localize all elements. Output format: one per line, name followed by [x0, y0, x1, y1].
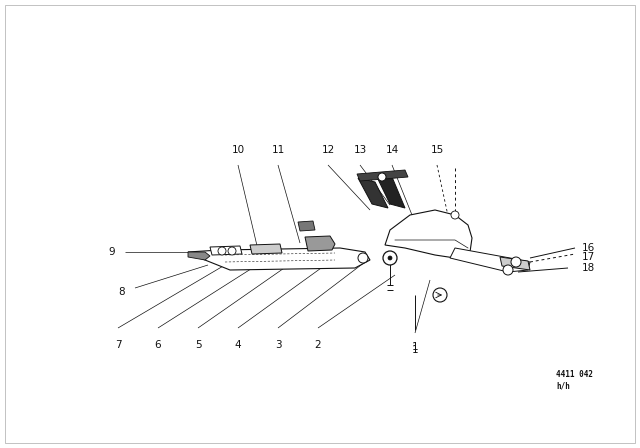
Polygon shape	[385, 210, 472, 258]
Polygon shape	[250, 244, 282, 254]
Text: 4411 042: 4411 042	[556, 370, 593, 379]
Text: 7: 7	[115, 340, 122, 350]
Text: 11: 11	[271, 145, 285, 155]
Circle shape	[511, 257, 521, 267]
Text: 16: 16	[582, 243, 595, 253]
Text: 10: 10	[232, 145, 244, 155]
Text: 8: 8	[118, 287, 125, 297]
Polygon shape	[375, 173, 405, 208]
Polygon shape	[305, 236, 335, 251]
Polygon shape	[450, 248, 530, 272]
Circle shape	[383, 251, 397, 265]
Circle shape	[503, 265, 513, 275]
Circle shape	[378, 173, 386, 181]
Circle shape	[228, 247, 236, 255]
Text: 12: 12	[321, 145, 335, 155]
Text: 14: 14	[385, 145, 399, 155]
Circle shape	[358, 253, 368, 263]
Polygon shape	[358, 178, 388, 208]
Text: 18: 18	[582, 263, 595, 273]
Text: 2: 2	[315, 340, 321, 350]
Circle shape	[433, 288, 447, 302]
Text: 6: 6	[155, 340, 161, 350]
Text: 1: 1	[412, 345, 419, 355]
Text: 9: 9	[108, 247, 115, 257]
Polygon shape	[188, 248, 370, 270]
Polygon shape	[298, 221, 315, 231]
Circle shape	[388, 256, 392, 260]
Text: 17: 17	[582, 252, 595, 262]
Text: h/h: h/h	[556, 381, 570, 390]
Circle shape	[451, 211, 459, 219]
Polygon shape	[188, 252, 210, 260]
Text: 4: 4	[235, 340, 241, 350]
Polygon shape	[357, 170, 408, 181]
Text: 5: 5	[195, 340, 202, 350]
Circle shape	[218, 247, 226, 255]
Text: 15: 15	[430, 145, 444, 155]
Polygon shape	[500, 257, 530, 270]
Text: 3: 3	[275, 340, 282, 350]
Polygon shape	[210, 246, 242, 255]
Text: 1: 1	[412, 342, 419, 352]
Text: 13: 13	[353, 145, 367, 155]
